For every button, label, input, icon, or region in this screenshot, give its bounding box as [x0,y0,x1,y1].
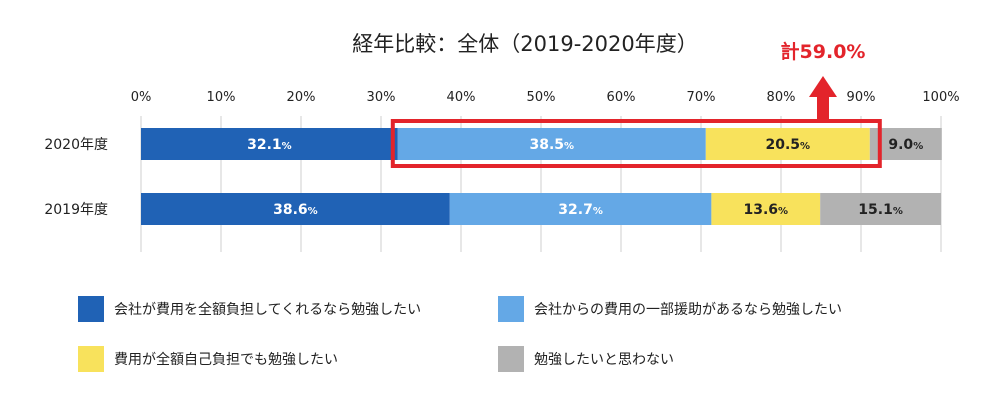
data-label: 32.7% [558,202,603,218]
legend-swatch [78,296,104,322]
legend-swatch [498,346,524,372]
legend-label: 会社からの費用の一部援助があるなら勉強したい [534,302,842,318]
data-label: 9.0% [888,137,923,153]
bar-segment [711,193,821,225]
data-label: 38.5% [530,137,575,153]
category-label: 2020年度 [44,137,108,153]
x-tick-label: 60% [607,90,636,105]
data-label: 15.1% [858,202,903,218]
x-tick-label: 20% [287,90,316,105]
x-tick-label: 50% [527,90,556,105]
x-tick-label: 40% [447,90,476,105]
highlight-box [390,119,882,168]
arrow-shaft [817,96,829,121]
x-tick-label: 30% [367,90,396,105]
data-label-unit: % [778,206,788,217]
bar-segment [820,193,941,225]
legend-label: 会社が費用を全額負担してくれるなら勉強したい [114,302,422,318]
data-label-unit: % [593,206,603,217]
data-label-unit: % [308,206,318,217]
data-label: 32.1% [247,137,292,153]
chart-title: 経年比較：全体（2019-2020年度） [352,32,697,56]
bar-segment [705,128,870,160]
bar-segment [141,128,398,160]
x-tick-label: 80% [767,90,796,105]
legend-item: 勉強したいと思わない [498,346,674,372]
data-label-unit: % [800,141,810,152]
data-label-unit: % [564,141,574,152]
data-label: 20.5% [766,137,811,153]
x-tick-label: 100% [922,90,959,105]
annotation-total: 計59.0% [781,40,866,63]
legend-label: 費用が全額自己負担でも勉強したい [114,352,338,368]
legend-swatch [78,346,104,372]
bar-segment [449,193,712,225]
legend-item: 会社からの費用の一部援助があるなら勉強したい [498,296,842,322]
x-tick-label: 0% [131,90,152,105]
data-label-unit: % [282,141,292,152]
data-label: 38.6% [273,202,318,218]
bar-segment [397,128,706,160]
x-tick-label: 10% [207,90,236,105]
data-label: 13.6% [744,202,789,218]
legend-item: 費用が全額自己負担でも勉強したい [78,346,338,372]
legend-item: 会社が費用を全額負担してくれるなら勉強したい [78,296,421,322]
data-label-unit: % [913,141,923,152]
x-tick-label: 70% [687,90,716,105]
category-label: 2019年度 [44,202,108,218]
legend-label: 勉強したいと思わない [534,352,674,368]
bar-segment [141,193,450,225]
x-tick-label: 90% [847,90,876,105]
data-label-unit: % [893,206,903,217]
legend-swatch [498,296,524,322]
arrow-head [809,76,837,97]
